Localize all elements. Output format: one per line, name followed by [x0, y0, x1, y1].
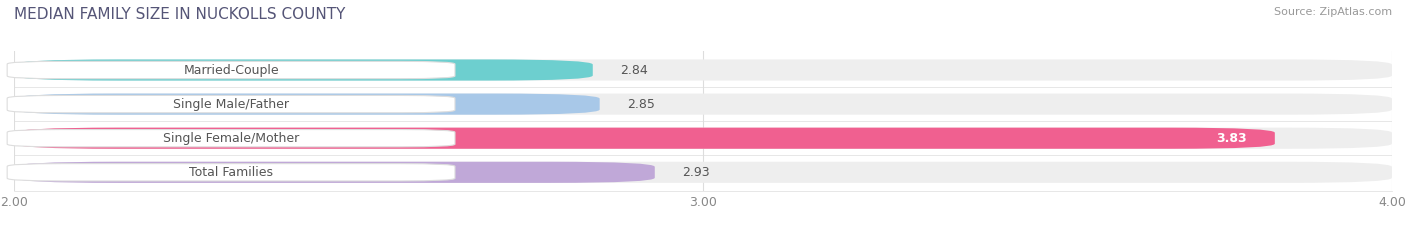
Text: 2.85: 2.85 [627, 98, 655, 111]
Text: Single Male/Father: Single Male/Father [173, 98, 290, 111]
FancyBboxPatch shape [7, 130, 456, 147]
Text: Married-Couple: Married-Couple [183, 64, 278, 76]
Text: 3.83: 3.83 [1216, 132, 1247, 145]
FancyBboxPatch shape [7, 61, 456, 79]
FancyBboxPatch shape [14, 59, 593, 81]
Text: 2.84: 2.84 [620, 64, 648, 76]
FancyBboxPatch shape [7, 96, 456, 113]
FancyBboxPatch shape [14, 59, 1392, 81]
FancyBboxPatch shape [14, 93, 1392, 115]
Text: 2.93: 2.93 [682, 166, 710, 179]
FancyBboxPatch shape [14, 162, 1392, 183]
Text: Source: ZipAtlas.com: Source: ZipAtlas.com [1274, 7, 1392, 17]
FancyBboxPatch shape [7, 164, 456, 181]
FancyBboxPatch shape [14, 93, 600, 115]
FancyBboxPatch shape [14, 128, 1392, 149]
Text: MEDIAN FAMILY SIZE IN NUCKOLLS COUNTY: MEDIAN FAMILY SIZE IN NUCKOLLS COUNTY [14, 7, 346, 22]
FancyBboxPatch shape [14, 128, 1275, 149]
Text: Total Families: Total Families [188, 166, 273, 179]
FancyBboxPatch shape [14, 162, 655, 183]
Text: Single Female/Mother: Single Female/Mother [163, 132, 299, 145]
